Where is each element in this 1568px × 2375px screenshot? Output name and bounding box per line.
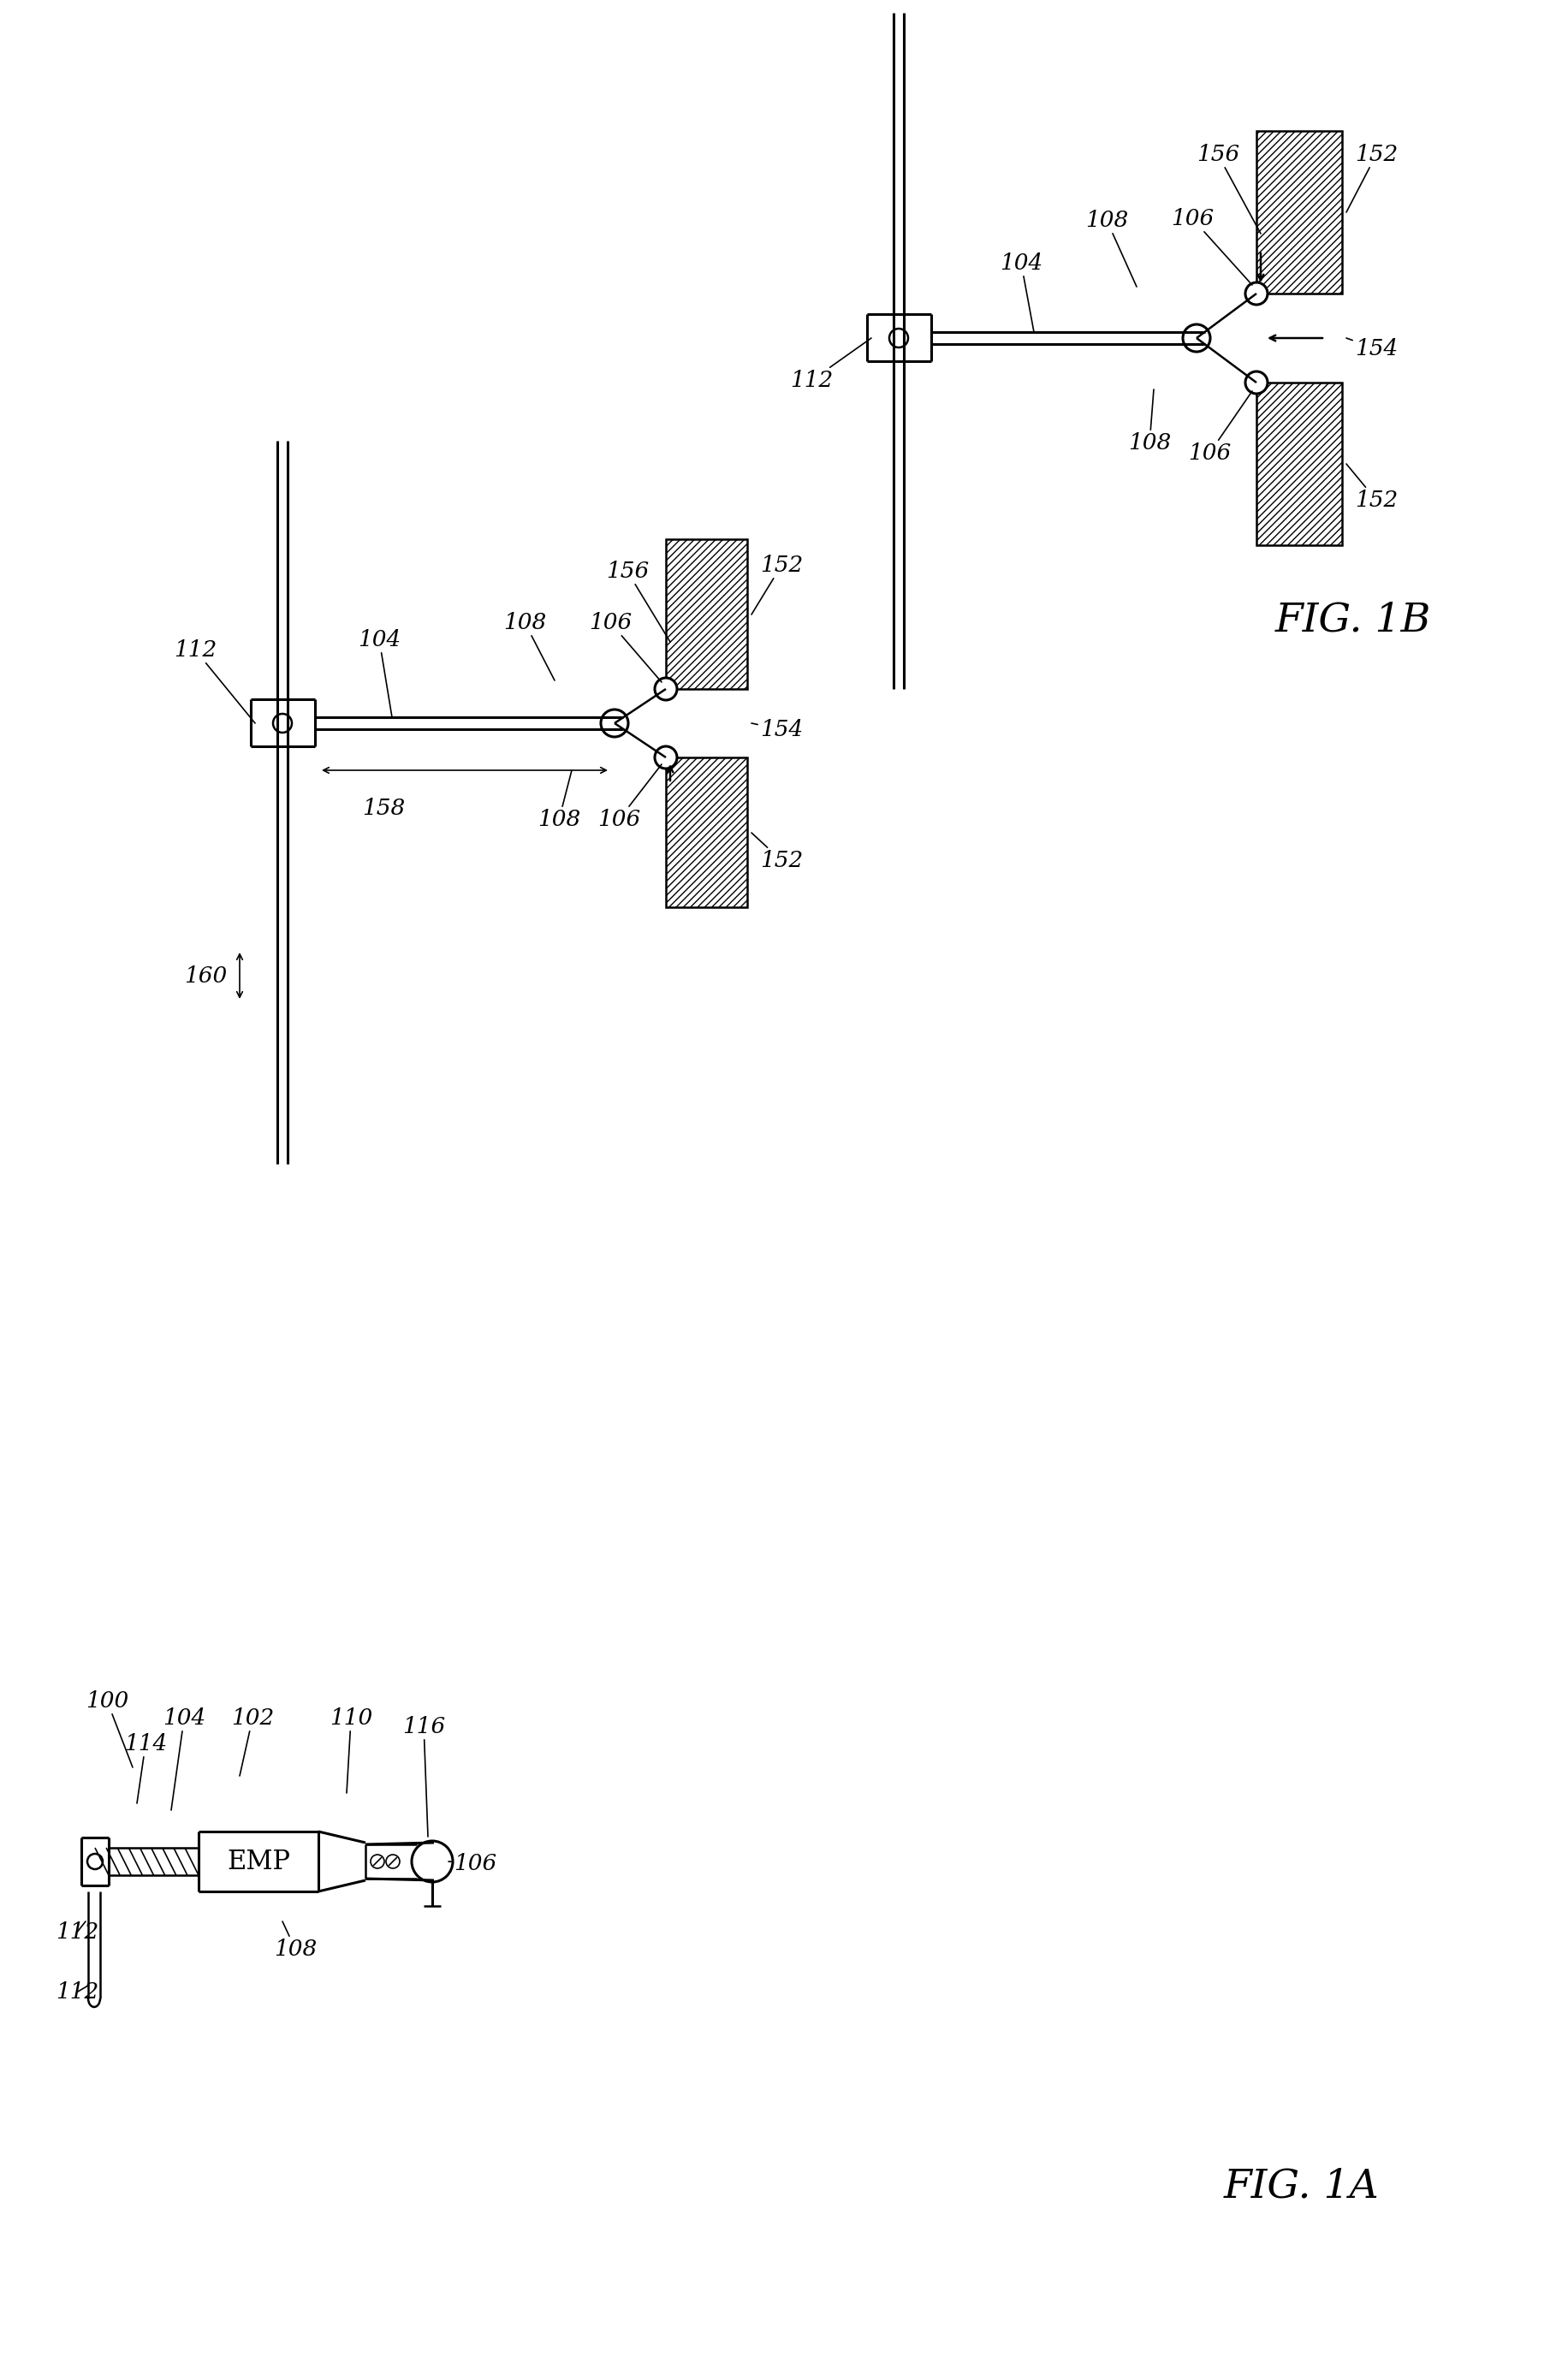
Text: 154: 154	[751, 720, 803, 741]
Text: 106: 106	[1189, 392, 1253, 463]
Text: FIG. 1B: FIG. 1B	[1275, 601, 1432, 639]
Text: 156: 156	[605, 560, 670, 641]
Bar	[666, 539, 748, 689]
Circle shape	[1245, 370, 1267, 394]
Text: 160: 160	[183, 964, 227, 986]
Text: 106: 106	[1171, 209, 1253, 285]
Text: 112: 112	[174, 639, 256, 724]
Text: 114: 114	[124, 1734, 168, 1803]
Circle shape	[1245, 283, 1267, 304]
Bar	[1256, 131, 1342, 295]
Text: 110: 110	[329, 1708, 373, 1793]
Circle shape	[655, 677, 677, 701]
Text: 104: 104	[1000, 252, 1043, 332]
Text: 154: 154	[1347, 337, 1399, 359]
Text: 108: 108	[274, 1921, 317, 1959]
Text: 152: 152	[1347, 463, 1399, 511]
Text: 108: 108	[538, 770, 580, 831]
Circle shape	[601, 710, 629, 736]
Bar	[666, 758, 748, 907]
Text: 108: 108	[503, 613, 555, 679]
Text: 152: 152	[751, 834, 803, 872]
Text: 104: 104	[163, 1708, 205, 1810]
Text: 116: 116	[403, 1717, 445, 1836]
Text: 108: 108	[1085, 209, 1137, 287]
Bar	[1256, 382, 1342, 546]
Text: 112: 112	[790, 337, 872, 392]
Text: 108: 108	[1127, 390, 1171, 454]
Text: 104: 104	[358, 629, 401, 717]
Text: 100: 100	[86, 1691, 133, 1767]
Text: 156: 156	[1196, 145, 1261, 233]
Text: 112: 112	[55, 1921, 99, 1943]
Circle shape	[1182, 325, 1210, 351]
Text: 106: 106	[597, 765, 662, 831]
Text: 152: 152	[751, 556, 803, 615]
Text: 158: 158	[362, 798, 405, 819]
Text: 152: 152	[1347, 145, 1399, 211]
Circle shape	[655, 746, 677, 770]
Text: 102: 102	[230, 1708, 274, 1776]
Text: EMP: EMP	[227, 1848, 290, 1874]
Text: 106: 106	[590, 613, 662, 682]
Text: 106: 106	[448, 1852, 497, 1874]
Text: 112: 112	[55, 1981, 99, 2002]
Text: FIG. 1A: FIG. 1A	[1225, 2168, 1380, 2206]
